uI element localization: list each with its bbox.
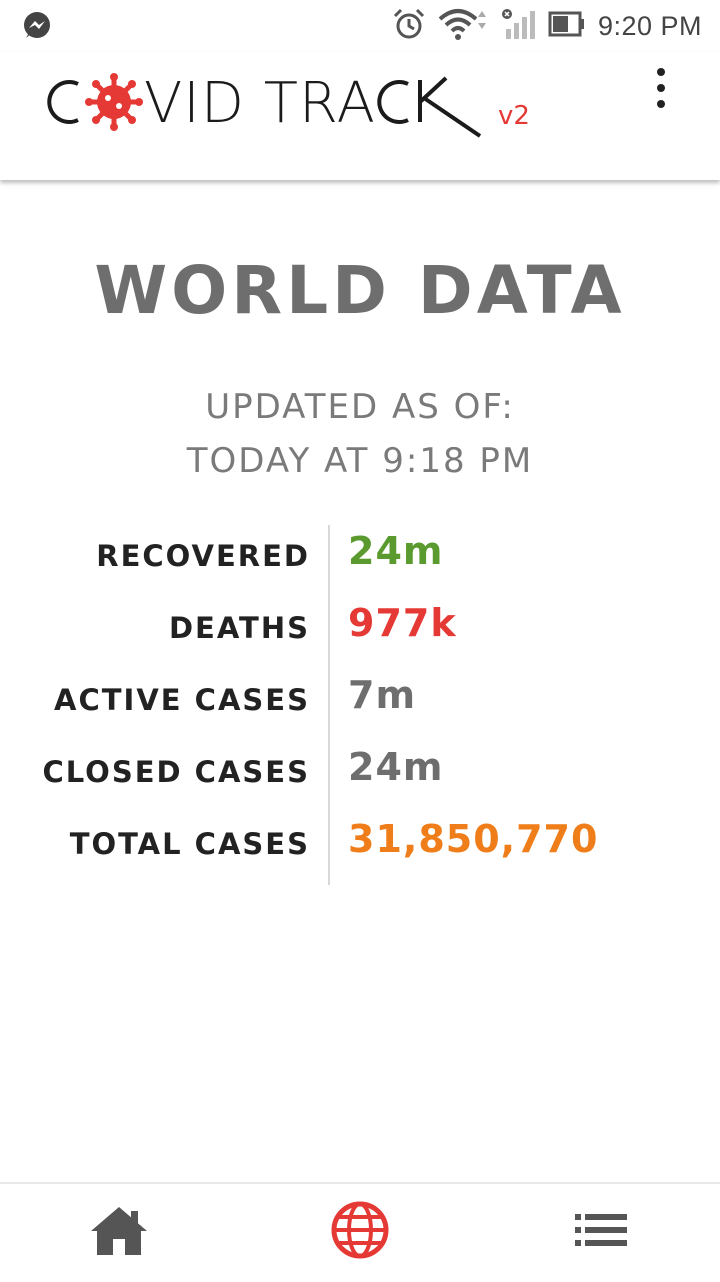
- stat-value: 31,850,770: [348, 817, 599, 861]
- updated-time: TODAY AT 9:18 PM: [186, 441, 534, 481]
- stat-row-deaths: DEATHS 977k: [0, 597, 720, 669]
- signal-icon: [500, 7, 536, 45]
- logo-version: v2: [498, 101, 530, 131]
- more-vert-icon: [657, 68, 665, 76]
- app-logo: VID TRA v2: [32, 62, 530, 142]
- stat-label: TOTAL CASES: [69, 827, 310, 861]
- virus-icon: [85, 73, 143, 131]
- stat-label: RECOVERED: [96, 539, 310, 573]
- stat-row-total: TOTAL CASES 31,850,770: [0, 813, 720, 885]
- stat-label: CLOSED CASES: [42, 755, 310, 789]
- status-time: 9:20 PM: [597, 10, 702, 41]
- list-icon: [575, 1214, 627, 1246]
- stat-row-recovered: RECOVERED 24m: [0, 525, 720, 597]
- app-bar: VID TRA v2: [0, 52, 720, 180]
- alarm-icon: [392, 7, 426, 45]
- main-content: WORLD DATA UPDATED AS OF: TODAY AT 9:18 …: [0, 180, 720, 1180]
- status-bar: 9:20 PM: [0, 0, 720, 52]
- overflow-menu-button[interactable]: [646, 68, 676, 108]
- nav-home[interactable]: [84, 1198, 154, 1262]
- stat-value: 24m: [348, 745, 444, 789]
- logo-wordmark: VID TRA: [47, 71, 482, 138]
- wifi-icon: [438, 7, 488, 45]
- updated-timestamp: UPDATED AS OF: TODAY AT 9:18 PM: [0, 380, 720, 488]
- nav-list[interactable]: [566, 1198, 636, 1262]
- stats-table: RECOVERED 24m DEATHS 977k ACTIVE CASES 7…: [0, 525, 720, 885]
- stat-label: DEATHS: [168, 611, 310, 645]
- messenger-icon: [22, 11, 52, 41]
- stat-row-closed: CLOSED CASES 24m: [0, 741, 720, 813]
- home-icon: [91, 1207, 147, 1255]
- stat-value: 24m: [348, 529, 444, 573]
- stat-value: 977k: [348, 601, 457, 645]
- battery-icon: [548, 9, 586, 43]
- bottom-nav: [0, 1182, 720, 1282]
- svg-text:VID TRA: VID TRA: [144, 71, 376, 136]
- globe-icon: [331, 1201, 389, 1259]
- page-title: WORLD DATA: [94, 252, 626, 329]
- stat-row-active: ACTIVE CASES 7m: [0, 669, 720, 741]
- stat-value: 7m: [348, 673, 417, 717]
- updated-label: UPDATED AS OF:: [205, 387, 515, 427]
- stat-label: ACTIVE CASES: [54, 683, 310, 717]
- stats-divider: [328, 525, 330, 885]
- nav-world[interactable]: [325, 1198, 395, 1262]
